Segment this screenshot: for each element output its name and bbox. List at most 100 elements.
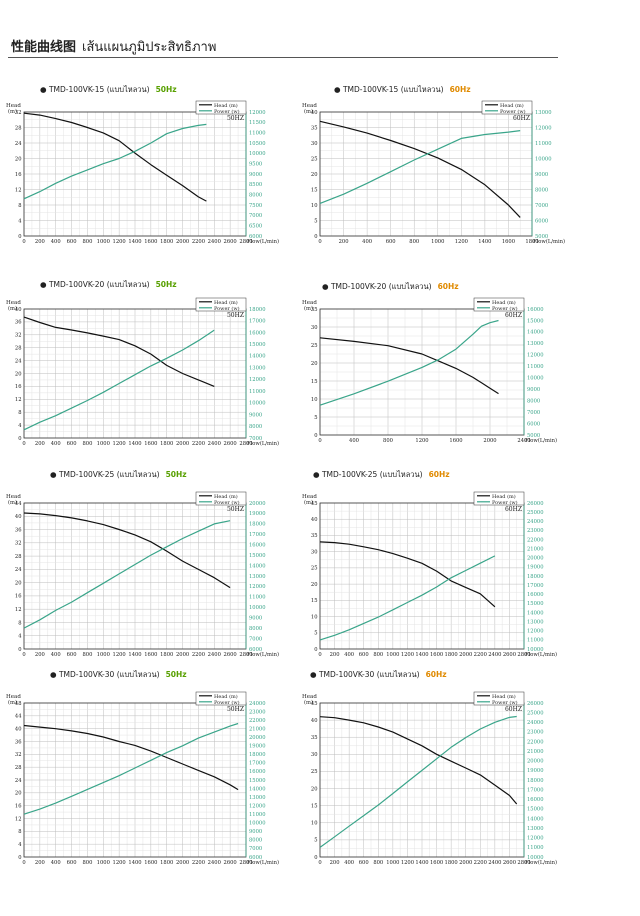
chart-svg: 0 200 400 600 800 1000 1200 1400 1600 1800 2000 220… (6, 297, 279, 447)
y-tick-label: 24 (15, 567, 22, 573)
y-tick-label: 30 (311, 752, 318, 758)
x-axis-label: Flow(L/min) (247, 238, 279, 245)
x-tick-label: 200 (339, 239, 349, 245)
y2-tick-label: 12000 (535, 125, 552, 131)
y-axis-unit: (m) (8, 499, 17, 506)
x-tick-label: 2200 (192, 239, 205, 245)
y-tick-label: 48 (15, 701, 22, 707)
x-tick-label: 2600 (224, 441, 237, 447)
x-tick-label: 1600 (144, 239, 157, 245)
y-tick-label: 5 (314, 631, 317, 637)
legend-power-label: Power (w) (214, 699, 240, 706)
x-tick-label: 2400 (488, 652, 501, 658)
y2-tick-label: 12000 (249, 377, 266, 383)
chart-variant: (แบบไหลวน) (376, 670, 420, 679)
x-tick-label: 2000 (176, 239, 189, 245)
y2-tick-label: 6000 (535, 218, 548, 224)
y2-tick-label: 12000 (527, 629, 544, 635)
y2-tick-label: 9000 (249, 616, 262, 622)
y2-tick-label: 10000 (249, 401, 266, 407)
chart-model: TMD-100VK-30 (318, 670, 375, 679)
y-tick-label: 10 (311, 203, 318, 209)
frequency-box-label: 60HZ (505, 312, 522, 319)
chart-svg: 0 200 400 600 800 1000 1200 1400 1600 1800 2000 220… (6, 491, 279, 658)
chart-caption: ● TMD-100VK-25 (แบบไหลวน) 50Hz (50, 470, 187, 479)
power-curve (23, 722, 239, 815)
head-curve (319, 120, 521, 218)
x-tick-label: 2600 (503, 652, 516, 658)
head-curve (319, 337, 499, 395)
legend-power-label: Power (w) (492, 499, 518, 506)
y-tick-label: 15 (311, 598, 318, 604)
x-tick-label: 2800 (239, 652, 252, 658)
y-tick-label: 35 (311, 307, 318, 313)
y2-tick-label: 13000 (535, 110, 552, 116)
legend-head-label: Head (m) (492, 693, 516, 700)
y-tick-label: 45 (311, 701, 318, 707)
power-curve (319, 319, 499, 406)
y2-tick-label: 10000 (249, 151, 266, 157)
x-tick-label: 1800 (160, 860, 173, 866)
x-tick-label: 2400 (208, 239, 221, 245)
y-axis-label: Head (302, 494, 317, 500)
legend-head-label: Head (m) (214, 299, 238, 306)
x-tick-label: 2000 (176, 860, 189, 866)
x-tick-label: 0 (22, 860, 25, 866)
y-tick-label: 28 (15, 765, 22, 771)
x-tick-label: 800 (409, 239, 419, 245)
x-tick-label: 1400 (128, 239, 141, 245)
y-axis-label: Head (6, 494, 21, 500)
y2-tick-label: 15000 (527, 807, 544, 813)
chart-svg: 0 200 400 600 800 1000 1200 1400 1600 1800 2000 220… (302, 491, 557, 658)
frequency-box-label: 60HZ (505, 506, 522, 513)
y2-tick-label: 21000 (527, 546, 544, 552)
y-tick-label: 0 (18, 647, 21, 653)
y-tick-label: 0 (18, 436, 21, 442)
frequency-box-label: 50HZ (227, 115, 244, 122)
chart-frequency: 60Hz (449, 85, 471, 94)
y2-tick-label: 8000 (249, 192, 262, 198)
x-tick-label: 0 (22, 441, 25, 447)
x-tick-label: 2600 (224, 239, 237, 245)
x-tick-label: 2000 (459, 860, 472, 866)
chart-svg: 0 200 400 600 800 1000 1200 1400 1600 1800 2000 220… (6, 100, 279, 245)
y2-tick-label: 12000 (249, 584, 266, 590)
y-axis-label: Head (302, 103, 317, 109)
y2-tick-label: 11500 (249, 120, 266, 126)
y-tick-label: 28 (15, 554, 22, 560)
y2-tick-label: 20000 (527, 759, 544, 765)
y-tick-label: 28 (15, 125, 22, 131)
y-tick-label: 20 (311, 361, 318, 367)
frequency-box-label: 50HZ (227, 506, 244, 513)
chart-model: TMD-100VK-20 (48, 280, 105, 289)
x-axis-label: Flow(L/min) (525, 437, 557, 444)
x-axis-label: Flow(L/min) (247, 859, 279, 866)
x-tick-label: 1000 (97, 860, 110, 866)
y2-tick-label: 7000 (249, 436, 262, 442)
x-tick-label: 800 (82, 441, 92, 447)
chart-caption: ● TMD-100VK-20 (แบบไหลวน) 50Hz (40, 280, 177, 289)
x-tick-label: 0 (318, 239, 321, 245)
x-tick-label: 2000 (483, 438, 496, 444)
chart-frequency: 50Hz (155, 280, 177, 289)
x-tick-label: 400 (51, 860, 61, 866)
y2-tick-label: 20000 (249, 735, 266, 741)
head-curve (23, 112, 207, 202)
x-tick-label: 800 (82, 239, 92, 245)
x-tick-label: 2800 (239, 441, 252, 447)
x-tick-label: 400 (51, 441, 61, 447)
y2-tick-label: 13000 (527, 341, 544, 347)
y2-tick-label: 6000 (249, 234, 262, 240)
y2-tick-label: 10500 (249, 141, 266, 147)
y-tick-label: 44 (15, 714, 22, 720)
y2-tick-label: 10000 (249, 821, 266, 827)
y2-tick-label: 10000 (527, 855, 544, 861)
y2-tick-label: 12000 (527, 353, 544, 359)
y2-tick-label: 8500 (249, 182, 262, 188)
x-tick-label: 1400 (128, 860, 141, 866)
y2-tick-label: 24000 (527, 519, 544, 525)
y2-tick-label: 19000 (527, 565, 544, 571)
y2-tick-label: 12000 (527, 836, 544, 842)
y-axis-label: Head (302, 300, 317, 306)
y2-tick-label: 19000 (249, 511, 266, 517)
